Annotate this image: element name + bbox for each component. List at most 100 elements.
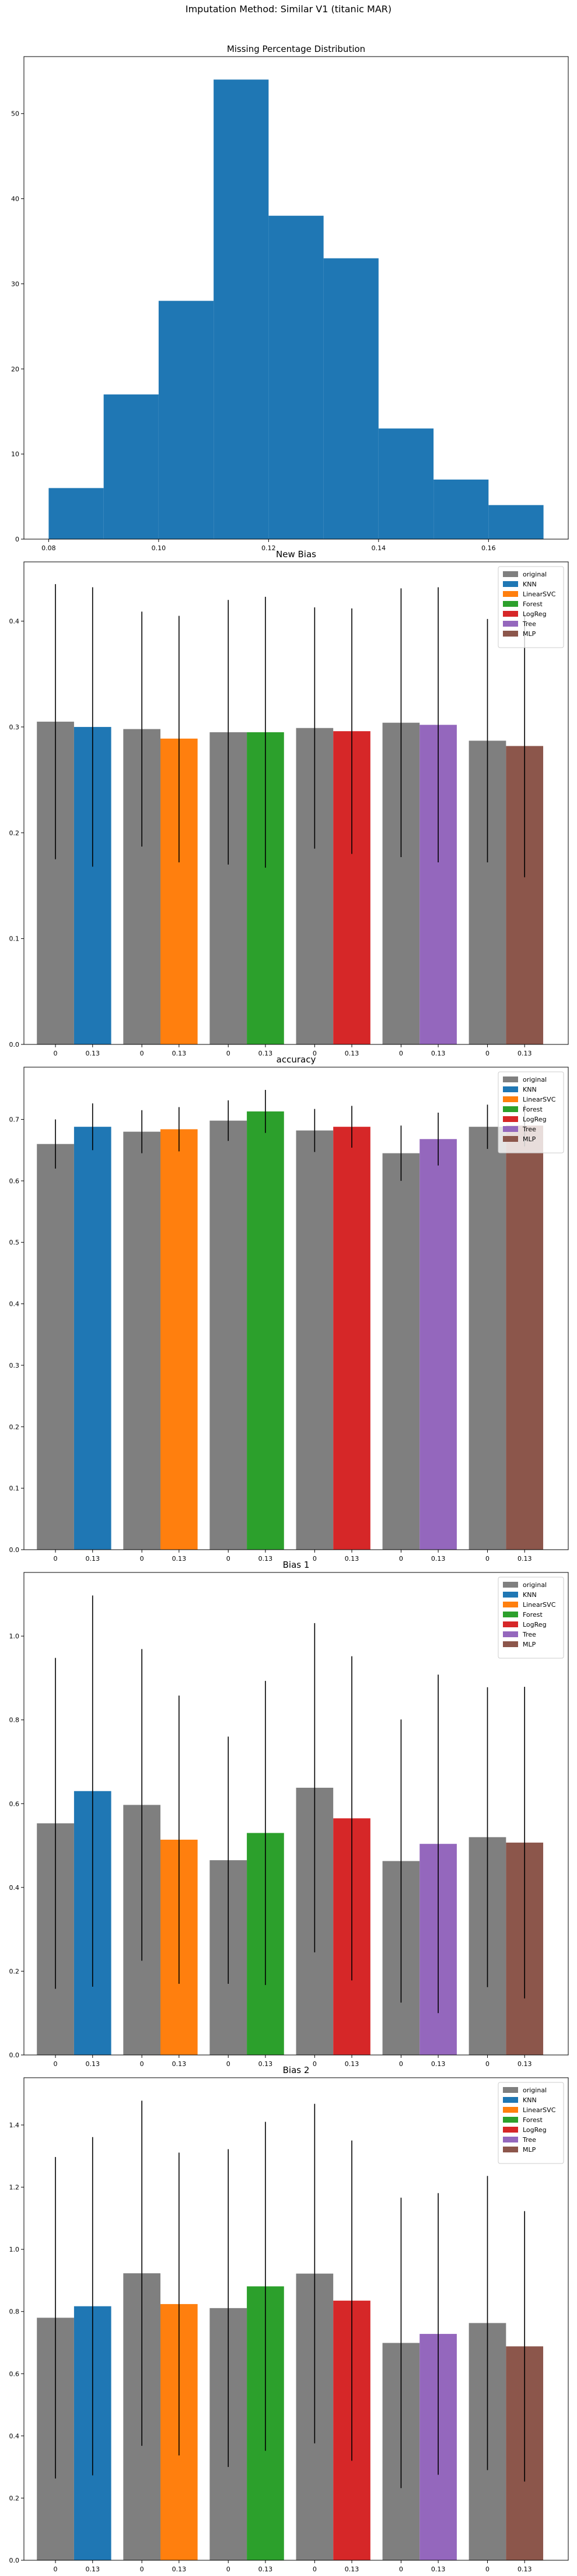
histogram-bar — [323, 258, 379, 539]
y-tick-label: 0 — [15, 536, 19, 543]
y-tick-label: 20 — [11, 365, 19, 373]
bar-LinearSVC — [160, 1129, 198, 1550]
y-tick-label: 0.2 — [9, 1423, 20, 1431]
x-tick-label: 0.13 — [85, 2565, 100, 2573]
legend-swatch-Forest — [503, 2117, 518, 2123]
chart-panel-1: New Bias 0.0 0.1 0.2 0.3 0.4 0 0.13 0 0.13 0 0.13 0 0… — [9, 549, 569, 1057]
x-tick-label: 0.13 — [85, 1555, 100, 1563]
x-tick-label: 0 — [399, 2060, 403, 2068]
y-tick-label: 0.8 — [9, 2308, 20, 2316]
x-tick-label: 0.13 — [517, 2565, 532, 2573]
x-tick-label: 0 — [485, 1050, 489, 1057]
bar-Tree — [419, 1139, 457, 1550]
x-tick-label: 0 — [54, 1555, 58, 1563]
x-tick-label: 0 — [485, 1555, 489, 1563]
y-tick-label: 0.2 — [9, 2494, 20, 2502]
legend-label: KNN — [523, 1591, 537, 1599]
legend-label: Tree — [522, 1126, 536, 1133]
legend-label: MLP — [523, 630, 536, 638]
chart-panel-0: Missing Percentage Distribution 0 10 20 30 40… — [11, 44, 569, 552]
legend-label: LogReg — [523, 1116, 547, 1123]
y-tick-label: 0.3 — [9, 1362, 20, 1369]
legend-swatch-LinearSVC — [503, 1602, 518, 1607]
x-tick-label: 0.13 — [172, 2565, 187, 2573]
x-tick-label: 0.10 — [152, 544, 166, 552]
legend-swatch-LogReg — [503, 2127, 518, 2133]
x-tick-label: 0 — [226, 1050, 230, 1057]
chart-panel-3: Bias 1 0.0 0.2 0.4 0.6 0.8 1.0 0 0.13 0 0.13 0 0.13 0… — [9, 1560, 569, 2068]
legend-swatch-Forest — [503, 1106, 518, 1112]
chart-panel-2: accuracy 0.0 0.1 0.2 0.3 0.4 0.5 0.6 0.7 0 0.13 0 0.… — [9, 1054, 569, 1563]
chart-title: accuracy — [277, 1054, 316, 1065]
legend-label: Forest — [523, 1106, 543, 1113]
x-tick-label: 0.13 — [345, 1555, 359, 1563]
x-tick-label: 0.13 — [431, 1555, 446, 1563]
legend-swatch-Forest — [503, 601, 518, 607]
legend-swatch-Tree — [503, 1126, 518, 1132]
axes-frame — [23, 2077, 569, 2561]
y-tick-label: 0.0 — [9, 2051, 20, 2059]
legend-swatch-KNN — [503, 1086, 518, 1092]
bar-original-MLP — [468, 1127, 506, 1550]
histogram-bar — [378, 428, 434, 539]
legend-swatch-LogReg — [503, 1116, 518, 1122]
y-tick-label: 0.1 — [9, 1485, 20, 1493]
histogram-bar — [158, 300, 214, 539]
x-tick-label: 0.08 — [41, 544, 56, 552]
x-tick-label: 0 — [140, 1555, 144, 1563]
x-tick-label: 0.13 — [172, 1050, 187, 1057]
legend-swatch-original — [503, 1582, 518, 1588]
x-tick-label: 0.13 — [172, 2060, 187, 2068]
legend-swatch-KNN — [503, 581, 518, 587]
x-tick-label: 0 — [313, 1555, 317, 1563]
y-tick-label: 0.0 — [9, 2557, 20, 2564]
legend-swatch-LinearSVC — [503, 2107, 518, 2113]
legend-swatch-original — [503, 2087, 518, 2093]
y-tick-label: 30 — [11, 280, 19, 288]
legend-label: LogReg — [523, 1621, 547, 1628]
legend-label: MLP — [523, 1135, 536, 1143]
legend-label: original — [523, 571, 547, 578]
bar-original-Tree — [382, 1153, 420, 1550]
legend-swatch-Tree — [503, 2137, 518, 2142]
legend-swatch-MLP — [503, 1136, 518, 1142]
legend-swatch-KNN — [503, 1592, 518, 1598]
x-tick-label: 0.13 — [517, 1555, 532, 1563]
histogram-bar — [268, 215, 324, 539]
x-tick-label: 0.13 — [431, 1050, 446, 1057]
legend-label: KNN — [523, 2096, 537, 2104]
x-tick-label: 0 — [54, 1050, 58, 1057]
legend-label: LinearSVC — [523, 2106, 556, 2114]
x-tick-label: 0 — [140, 2060, 144, 2068]
x-tick-label: 0 — [226, 2060, 230, 2068]
bar-original-LogReg — [296, 1130, 334, 1550]
bar-original-Forest — [209, 1120, 247, 1550]
y-tick-label: 0.4 — [9, 1884, 20, 1892]
x-tick-label: 0 — [485, 2565, 489, 2573]
y-tick-label: 0.4 — [9, 1301, 20, 1308]
y-tick-label: 0.6 — [9, 1800, 20, 1808]
x-tick-label: 0 — [140, 1050, 144, 1057]
y-tick-label: 0.7 — [9, 1116, 20, 1124]
y-tick-label: 10 — [11, 450, 19, 458]
legend-swatch-MLP — [503, 2147, 518, 2152]
x-tick-label: 0.13 — [517, 2060, 532, 2068]
chart-title: Missing Percentage Distribution — [227, 44, 365, 54]
x-tick-label: 0 — [140, 2565, 144, 2573]
x-tick-label: 0 — [485, 2060, 489, 2068]
x-tick-label: 0.13 — [258, 1555, 273, 1563]
chart-title: Bias 2 — [283, 2065, 310, 2075]
legend-swatch-LogReg — [503, 611, 518, 617]
y-tick-label: 40 — [11, 195, 19, 203]
legend-label: Forest — [523, 600, 543, 608]
x-tick-label: 0.13 — [345, 2060, 359, 2068]
legend-swatch-Forest — [503, 1612, 518, 1617]
x-tick-label: 0 — [313, 2565, 317, 2573]
x-tick-label: 0 — [399, 1050, 403, 1057]
x-tick-label: 0.13 — [258, 1050, 273, 1057]
legend-swatch-Tree — [503, 1631, 518, 1637]
legend-label: LogReg — [523, 2126, 547, 2134]
legend-label: Tree — [522, 1631, 536, 1638]
bar-LogReg — [333, 1127, 370, 1550]
